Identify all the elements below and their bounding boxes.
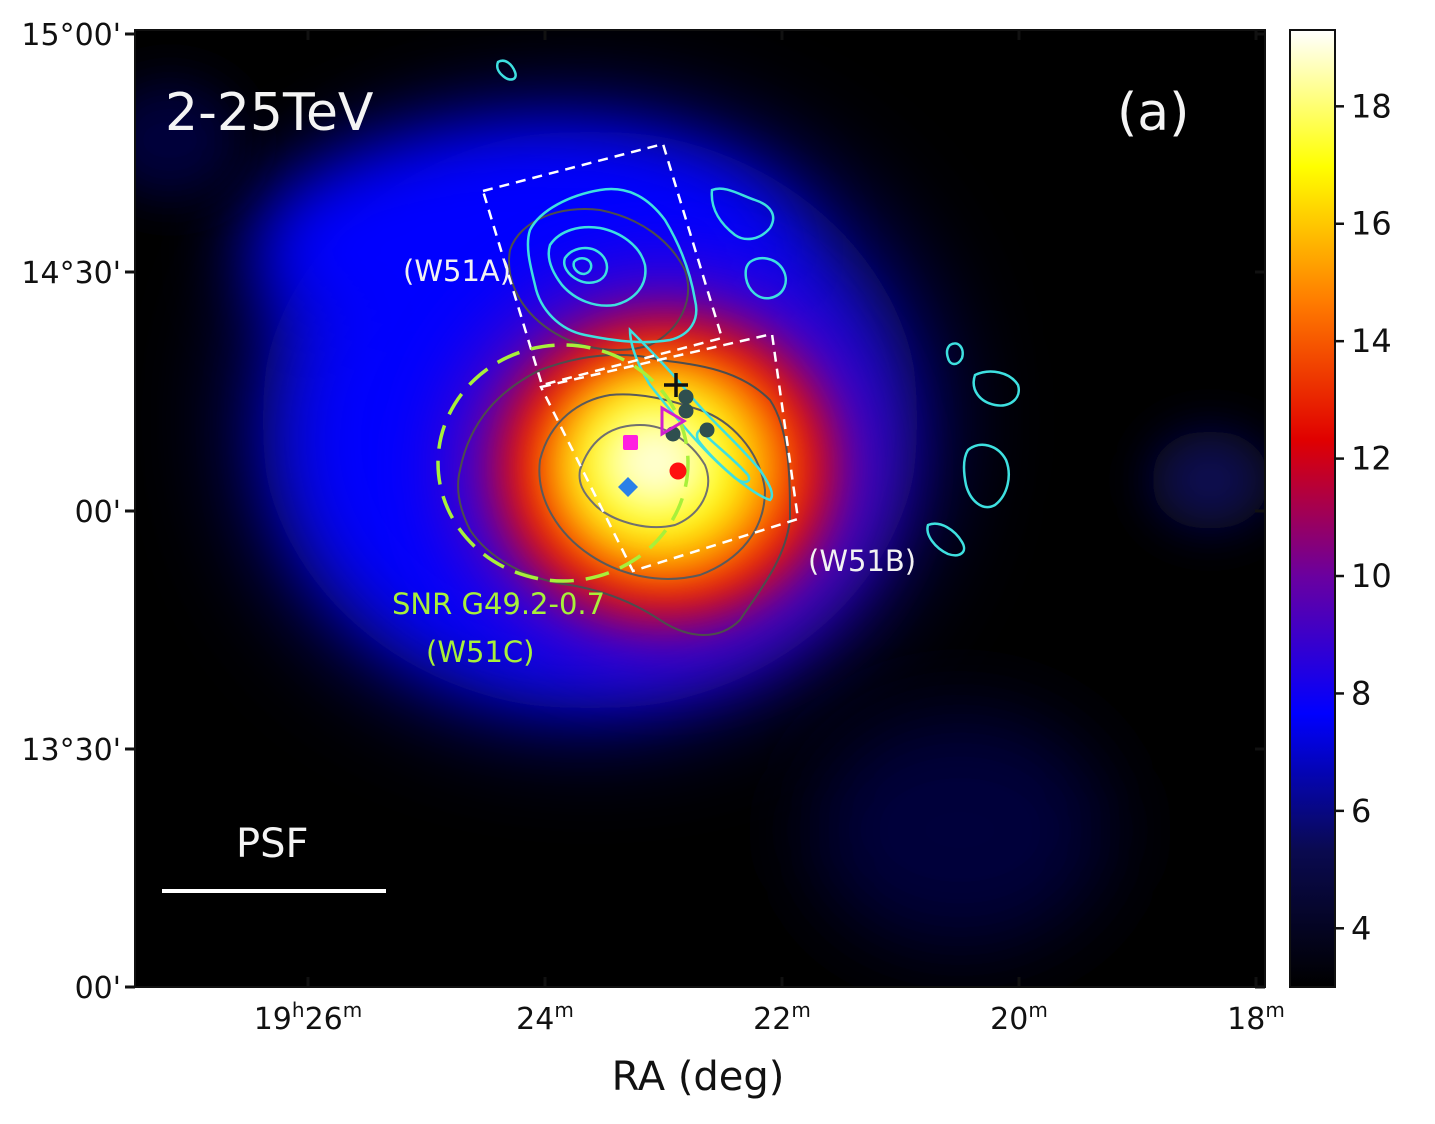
y-tick-label: 13°30' bbox=[21, 733, 121, 768]
y-tick-label: 00' bbox=[75, 971, 121, 1006]
gray-contour-north bbox=[508, 208, 690, 351]
x-tick-label: 18m bbox=[1227, 998, 1285, 1037]
cyan-contour-w51a-mid bbox=[547, 226, 647, 307]
cyan-contour-east-4 bbox=[926, 522, 966, 557]
panel-energy-label: 2-25TeV bbox=[165, 83, 374, 143]
cyan-contour-east-3 bbox=[962, 443, 1010, 509]
x-tick-label: 22m bbox=[753, 998, 811, 1037]
cyan-contour-east-2 bbox=[972, 370, 1021, 407]
emission-south-east-lobe bbox=[810, 710, 1110, 950]
y-tick-label: 14°30' bbox=[21, 256, 121, 291]
gray-contours bbox=[457, 208, 792, 636]
x-tick-label: 20m bbox=[990, 998, 1048, 1037]
triangle-marker bbox=[660, 405, 687, 437]
x-axis-label: RA (deg) bbox=[612, 1054, 785, 1100]
colorbar-tick-label: 6 bbox=[1351, 792, 1371, 830]
y-tick-label: 15°00' bbox=[21, 18, 121, 53]
colorbar-ticks: 4 6 8 10 12 14 16 18 bbox=[1335, 87, 1392, 947]
w51a-box bbox=[481, 142, 724, 387]
cyan-contour-top bbox=[495, 59, 517, 81]
x-tick-label: 19h26m bbox=[254, 998, 363, 1037]
cyan-contour-east-1 bbox=[945, 342, 964, 366]
markers bbox=[618, 373, 715, 497]
colorbar-tick-label: 4 bbox=[1351, 909, 1371, 947]
plot-frame bbox=[134, 29, 1266, 988]
colorbar-tick-label: 10 bbox=[1351, 557, 1392, 595]
colorbar-tick-label: 16 bbox=[1351, 205, 1392, 243]
gray-contour-inner bbox=[578, 423, 710, 529]
snr-g49-circle bbox=[436, 343, 690, 583]
y-axis-ticks: 15°00' 14°30' 00' 13°30' 00' bbox=[21, 18, 1265, 1006]
x-axis-ticks: 19h26m 24m 22m 20m 18m bbox=[254, 30, 1285, 1037]
dark-dot-marker bbox=[699, 422, 715, 438]
colorbar-tick-label: 8 bbox=[1351, 674, 1371, 712]
psf-label: PSF bbox=[236, 821, 309, 867]
panel-tag: (a) bbox=[1117, 83, 1189, 143]
colorbar-tick-label: 14 bbox=[1351, 322, 1392, 360]
cyan-contour-w51a-core bbox=[572, 257, 593, 276]
x-tick-label: 24m bbox=[516, 998, 574, 1037]
cyan-contour-ne-1 bbox=[710, 187, 775, 241]
emission-east-spot bbox=[1150, 430, 1265, 530]
w51b-label: (W51B) bbox=[808, 544, 916, 578]
region-overlays bbox=[436, 142, 800, 583]
snr-alias-label: (W51C) bbox=[426, 635, 534, 669]
blue-diamond-marker bbox=[618, 477, 638, 497]
cyan-contour-filament-inner bbox=[695, 428, 751, 484]
cyan-contour-w51a-outer bbox=[526, 187, 698, 344]
y-tick-label: 00' bbox=[75, 495, 121, 530]
heatmap-layer bbox=[135, 30, 1265, 987]
colorbar-tick-label: 12 bbox=[1351, 440, 1392, 478]
dark-dot-marker bbox=[678, 403, 694, 419]
w51a-label: (W51A) bbox=[403, 254, 511, 288]
snr-name-label: SNR G49.2-0.7 bbox=[392, 587, 605, 621]
dark-dot-marker bbox=[678, 389, 694, 405]
gray-contour-mid bbox=[538, 393, 767, 580]
red-dot-marker bbox=[669, 462, 687, 480]
cyan-contour-w51a-inner bbox=[563, 246, 609, 284]
cyan-contour-ne-2 bbox=[744, 256, 787, 300]
magenta-square-marker bbox=[623, 435, 638, 450]
w51b-box bbox=[539, 332, 800, 573]
colorbar bbox=[1289, 29, 1336, 988]
emission-corner-spot bbox=[135, 80, 240, 200]
cross-marker bbox=[664, 373, 688, 397]
colorbar-tick-label: 18 bbox=[1351, 87, 1392, 125]
